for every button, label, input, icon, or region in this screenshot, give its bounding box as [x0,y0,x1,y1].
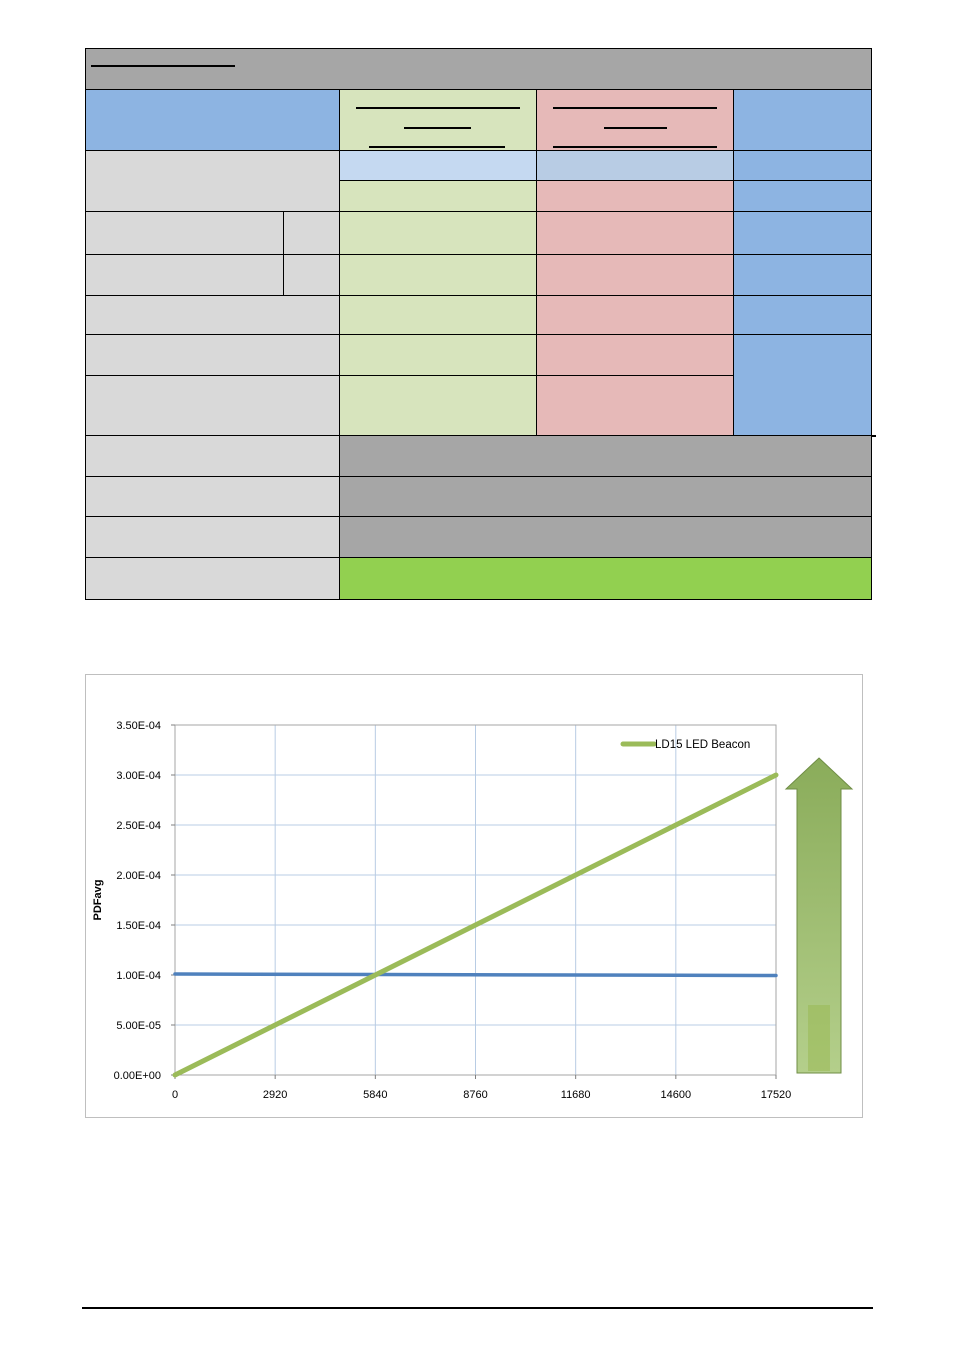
row-cell [339,254,537,296]
row-label [85,211,284,255]
x-tick-label: 8760 [463,1089,487,1101]
result-cell [339,557,872,600]
header-cell-blue [733,89,872,151]
row-cell [339,180,537,212]
row-label [85,295,340,335]
row-label-sub [283,211,340,255]
series-line-blue [173,972,778,978]
table-title-row [85,48,872,90]
row-cell [536,150,734,181]
row-label [85,516,340,558]
row-cell [733,295,872,335]
row-label [85,150,340,212]
x-tick-label: 5840 [363,1089,387,1101]
y-tick-label: 3.00E-04 [116,770,161,782]
chart-legend: LD15 LED Beacon [620,739,750,751]
header-red-line-1 [553,107,717,109]
summary-table [85,48,872,600]
row-cell [733,180,872,212]
legend-label: LD15 LED Beacon [655,739,750,751]
pdfavg-line-chart: 0 2920 5840 8760 11680 14600 17520 0.00E+00 5.00… [92,720,854,1101]
row-cell [536,375,734,436]
row-cell [339,295,537,335]
y-tick-label: 2.00E-04 [116,870,161,882]
up-arrow [784,757,854,1074]
row-label [85,557,340,600]
y-tick-label: 5.00E-05 [116,1020,161,1032]
x-tick-label: 2920 [263,1089,287,1101]
row-cell [733,211,872,255]
chart-annotation [784,757,854,1074]
row-cell [339,150,537,181]
y-tick-label: 1.50E-04 [116,920,161,932]
chart-series [172,772,779,1078]
row-label [85,254,284,296]
up-arrow-shade [808,1005,830,1071]
x-tick-label: 14600 [661,1089,692,1101]
chart-axes [171,724,777,1079]
row-cell [536,254,734,296]
row-cell [536,211,734,255]
row-span-cell [339,435,872,477]
x-tick-label: 17520 [761,1089,792,1101]
row-label [85,476,340,517]
title-underline [91,65,235,67]
row-cell [733,150,872,181]
chart-grid [175,725,776,1075]
chart-frame: 0 2920 5840 8760 11680 14600 17520 0.00E+00 5.00… [85,674,863,1118]
row-cell [733,254,872,296]
table-edge-tick [871,435,876,437]
series-line-ld15-led-beacon [172,772,779,1078]
x-tick-label: 11680 [561,1089,591,1101]
header-cell-green [339,89,537,151]
row-label [85,334,340,376]
header-green-line-1 [356,107,520,109]
y-tick-label: 2.50E-04 [116,820,161,832]
header-red-line-2 [604,127,667,129]
row-span-cell [339,476,872,517]
row-cell-merged [733,334,872,436]
row-label [85,435,340,477]
chart-tick-labels: 0 2920 5840 8760 11680 14600 17520 0.00E+00 5.00… [92,720,791,1101]
header-cell-red [536,89,734,151]
row-label-sub [283,254,340,296]
row-cell [339,211,537,255]
y-axis-label: PDFavg [92,880,104,921]
row-cell [339,334,537,376]
row-span-cell [339,516,872,558]
header-green-line-2 [404,127,471,129]
header-red-line-3 [553,146,717,148]
y-tick-label: 3.50E-04 [116,720,161,732]
y-tick-label: 0.00E+00 [114,1070,161,1082]
y-tick-label: 1.00E-04 [116,970,161,982]
row-label [85,375,340,436]
header-green-line-3 [369,146,505,148]
row-cell [536,334,734,376]
header-cell-label [85,89,340,151]
x-tick-label: 0 [172,1089,178,1101]
footer-rule [82,1307,873,1309]
row-cell [536,295,734,335]
row-cell [339,375,537,436]
row-cell [536,180,734,212]
